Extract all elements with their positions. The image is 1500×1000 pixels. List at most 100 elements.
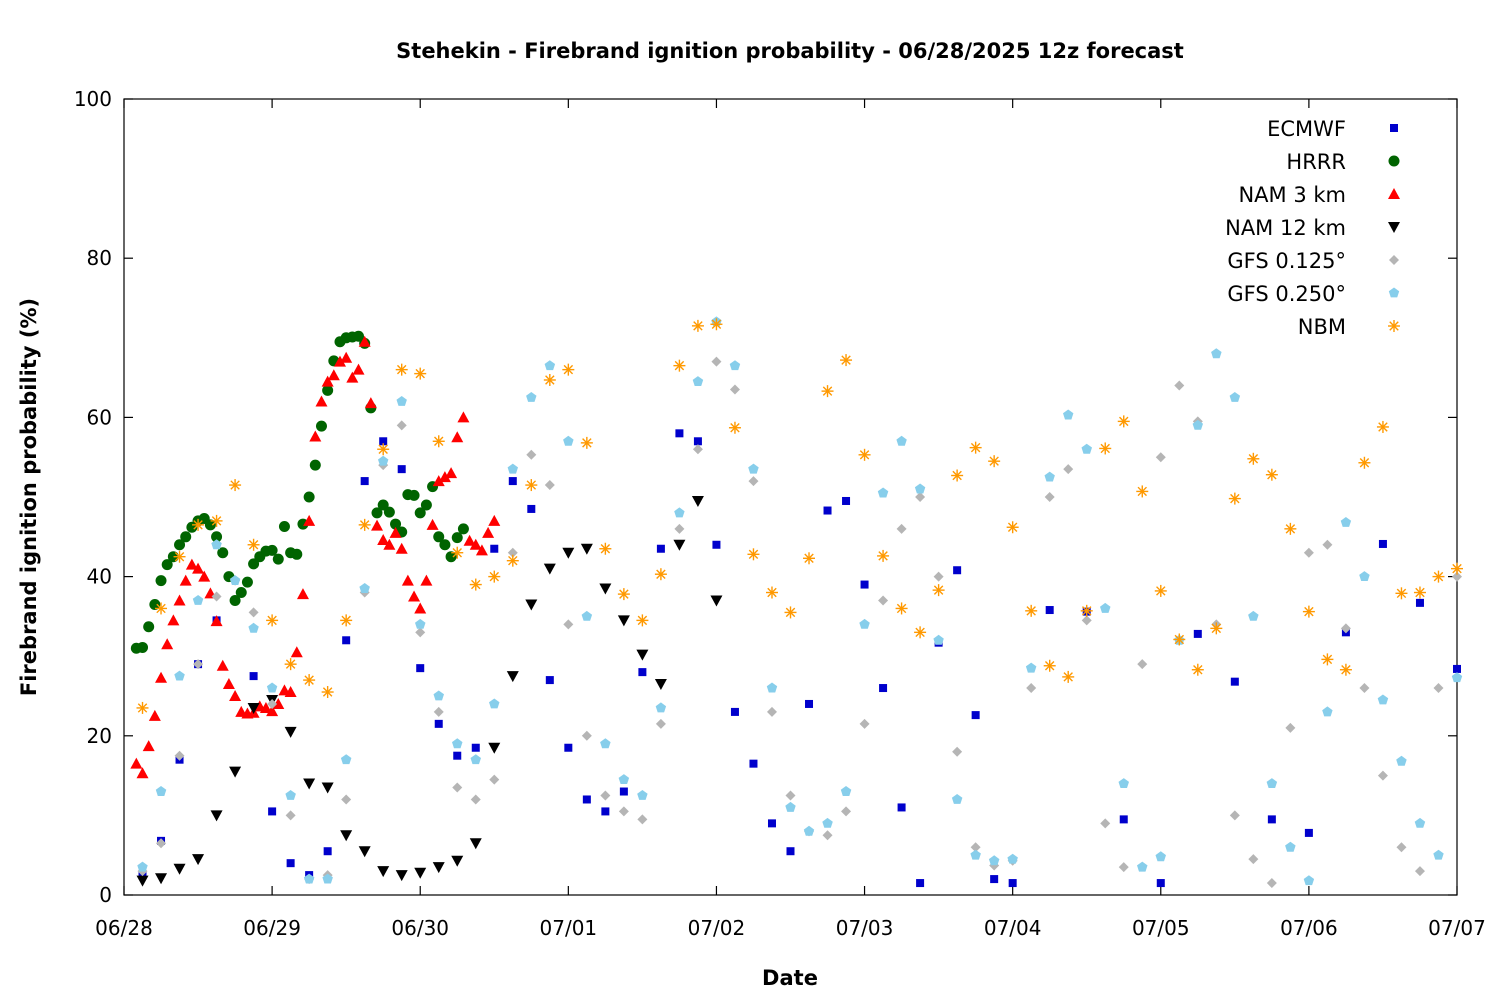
data-point (563, 619, 574, 630)
data-point (383, 506, 395, 518)
data-point (286, 859, 295, 868)
series-6 (136, 318, 1463, 714)
data-point (748, 463, 759, 474)
data-point (617, 615, 630, 627)
data-point (710, 595, 723, 607)
x-tick-label: 06/28 (95, 916, 153, 940)
data-point (259, 701, 272, 713)
data-point (840, 354, 853, 367)
data-point (342, 636, 351, 645)
data-point (636, 649, 649, 661)
data-point (1266, 778, 1278, 788)
data-point (149, 598, 161, 610)
data-point (1229, 392, 1241, 402)
data-point (432, 862, 445, 874)
data-point (914, 626, 927, 639)
data-point (416, 664, 425, 673)
data-point (785, 790, 796, 801)
data-point (358, 335, 371, 347)
data-point (211, 531, 223, 543)
data-point (445, 467, 458, 479)
data-point (396, 396, 407, 406)
data-point (156, 838, 167, 849)
data-point (1396, 842, 1407, 853)
data-point (488, 570, 501, 583)
data-point (749, 759, 758, 768)
y-tick-label: 20 (87, 724, 112, 748)
legend-label: NAM 3 km (1238, 183, 1346, 207)
data-point (284, 658, 297, 671)
data-point (525, 599, 538, 611)
data-point (284, 726, 297, 738)
data-point (1340, 517, 1352, 527)
data-point (303, 778, 316, 790)
data-point (303, 873, 315, 884)
data-point (309, 430, 322, 442)
data-point (637, 814, 648, 825)
data-point (601, 807, 610, 816)
data-point (730, 707, 739, 716)
data-point (580, 436, 593, 449)
data-point (1322, 539, 1333, 550)
data-point (161, 559, 173, 571)
data-point (766, 682, 778, 693)
data-point (729, 360, 741, 371)
data-point (953, 566, 962, 575)
data-point (371, 507, 383, 519)
data-point (822, 830, 833, 841)
data-point (148, 709, 161, 721)
data-point (543, 373, 556, 386)
data-point (896, 523, 907, 534)
data-point (137, 641, 149, 653)
legend-marker (1389, 255, 1399, 265)
data-point (1378, 539, 1387, 548)
data-point (136, 701, 149, 714)
data-point (952, 746, 963, 757)
data-point (383, 538, 396, 550)
data-point (1063, 409, 1074, 420)
data-point (340, 830, 353, 842)
data-point (822, 817, 833, 828)
data-point (1119, 815, 1128, 824)
data-point (507, 547, 518, 558)
data-point (174, 670, 185, 681)
data-point (506, 554, 519, 567)
data-point (198, 570, 211, 582)
data-point (1415, 598, 1424, 607)
data-point (1173, 633, 1186, 646)
data-point (173, 594, 186, 606)
data-point (951, 794, 963, 804)
data-point (488, 514, 501, 526)
data-point (439, 539, 451, 551)
data-point (803, 552, 816, 565)
data-point (359, 583, 370, 593)
data-point (1359, 683, 1370, 694)
data-point (457, 523, 469, 535)
data-point (988, 855, 1000, 866)
data-point (241, 576, 253, 588)
data-point (438, 471, 451, 483)
data-point (1026, 683, 1037, 694)
data-point (426, 518, 439, 530)
data-point (674, 507, 685, 518)
data-point (489, 774, 500, 785)
data-point (340, 754, 352, 765)
legend-marker (1388, 287, 1400, 298)
data-point (266, 682, 278, 693)
data-point (185, 558, 198, 570)
data-point (1285, 841, 1296, 852)
data-point (877, 549, 890, 562)
data-point (990, 875, 999, 884)
data-point (1154, 584, 1167, 597)
plot-frame (123, 98, 1458, 896)
data-point (358, 846, 371, 858)
data-point (395, 363, 408, 376)
legend-label: NBM (1298, 315, 1346, 339)
data-point (272, 697, 285, 709)
data-point (1432, 570, 1445, 583)
data-point (379, 437, 388, 446)
data-point (248, 558, 260, 570)
data-point (1339, 663, 1352, 676)
data-point (490, 544, 499, 553)
data-point (378, 455, 389, 466)
